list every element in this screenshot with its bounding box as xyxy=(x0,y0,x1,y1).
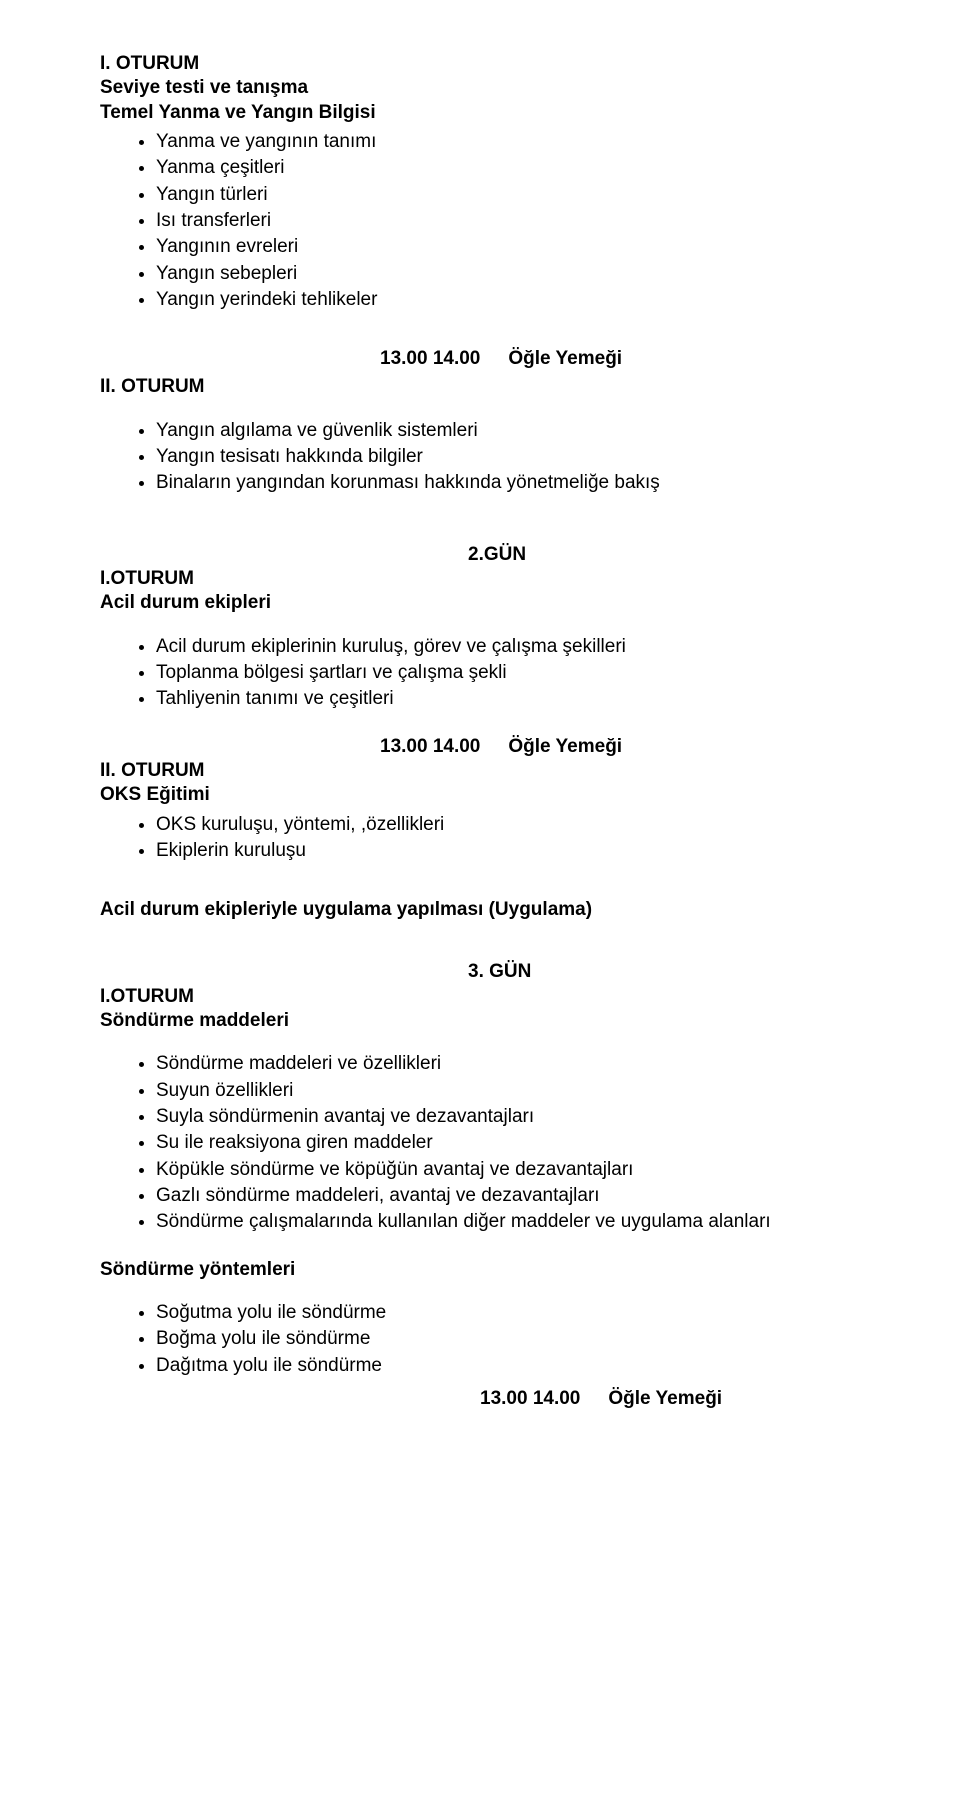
day3-label: 3. GÜN xyxy=(100,960,860,984)
list-item: Yangın türleri xyxy=(156,182,860,208)
list-item: Yangın tesisatı hakkında bilgiler xyxy=(156,444,860,470)
list-item: Tahliyenin tanımı ve çeşitleri xyxy=(156,686,860,712)
s1-list: Yanma ve yangının tanımı Yanma çeşitleri… xyxy=(100,129,860,313)
list-item: Ekiplerin kuruluşu xyxy=(156,838,860,864)
s4-sub: OKS Eğitimi xyxy=(100,783,860,807)
list-item: Toplanma bölgesi şartları ve çalışma şek… xyxy=(156,660,860,686)
list-item: Söndürme çalışmalarında kullanılan diğer… xyxy=(156,1209,860,1235)
uygulama-line: Acil durum ekipleriyle uygulama yapılmas… xyxy=(100,898,860,922)
list-item: Boğma yolu ile söndürme xyxy=(156,1326,860,1352)
s2-head: II. OTURUM xyxy=(100,375,860,399)
list-item: Acil durum ekiplerinin kuruluş, görev ve… xyxy=(156,634,860,660)
lunch-label: Öğle Yemeği xyxy=(508,735,622,759)
s3-head: I.OTURUM xyxy=(100,567,860,591)
list-item: Yanma ve yangının tanımı xyxy=(156,129,860,155)
lunch-line-2: 13.00 14.00 Öğle Yemeği xyxy=(100,735,860,759)
day2-label: 2.GÜN xyxy=(100,543,860,567)
lunch-time: 13.00 14.00 xyxy=(380,735,480,759)
s1-head: I. OTURUM xyxy=(100,52,860,76)
s2-list: Yangın algılama ve güvenlik sistemleri Y… xyxy=(100,418,860,497)
s1-sub1: Seviye testi ve tanışma xyxy=(100,76,860,100)
list-item: Binaların yangından korunması hakkında y… xyxy=(156,470,860,496)
s5-head: I.OTURUM xyxy=(100,985,860,1009)
list-item: Köpükle söndürme ve köpüğün avantaj ve d… xyxy=(156,1157,860,1183)
list-item: Dağıtma yolu ile söndürme xyxy=(156,1353,860,1379)
lunch-label: Öğle Yemeği xyxy=(608,1387,722,1411)
s4-list: OKS kuruluşu, yöntemi, ,özellikleri Ekip… xyxy=(100,812,860,865)
s5-sub: Söndürme maddeleri xyxy=(100,1009,860,1033)
lunch-line-1: 13.00 14.00 Öğle Yemeği xyxy=(100,347,860,371)
lunch-time: 13.00 14.00 xyxy=(480,1387,580,1411)
list-item: Gazlı söndürme maddeleri, avantaj ve dez… xyxy=(156,1183,860,1209)
list-item: Soğutma yolu ile söndürme xyxy=(156,1300,860,1326)
list-item: Suyun özellikleri xyxy=(156,1078,860,1104)
list-item: Isı transferleri xyxy=(156,208,860,234)
list-item: Su ile reaksiyona giren maddeler xyxy=(156,1130,860,1156)
list-item: OKS kuruluşu, yöntemi, ,özellikleri xyxy=(156,812,860,838)
list-item: Söndürme maddeleri ve özellikleri xyxy=(156,1051,860,1077)
list-item: Yangın sebepleri xyxy=(156,261,860,287)
list-item: Yanma çeşitleri xyxy=(156,155,860,181)
s3-list: Acil durum ekiplerinin kuruluş, görev ve… xyxy=(100,634,860,713)
list-item: Yangının evreleri xyxy=(156,234,860,260)
s6-list: Soğutma yolu ile söndürme Boğma yolu ile… xyxy=(100,1300,860,1379)
list-item: Suyla söndürmenin avantaj ve dezavantajl… xyxy=(156,1104,860,1130)
lunch-label: Öğle Yemeği xyxy=(508,347,622,371)
lunch-time: 13.00 14.00 xyxy=(380,347,480,371)
s3-sub: Acil durum ekipleri xyxy=(100,591,860,615)
s5-list: Söndürme maddeleri ve özellikleri Suyun … xyxy=(100,1051,860,1235)
lunch-line-3: 13.00 14.00 Öğle Yemeği xyxy=(100,1387,860,1411)
list-item: Yangın yerindeki tehlikeler xyxy=(156,287,860,313)
s4-head: II. OTURUM xyxy=(100,759,860,783)
list-item: Yangın algılama ve güvenlik sistemleri xyxy=(156,418,860,444)
document-page: I. OTURUM Seviye testi ve tanışma Temel … xyxy=(0,0,960,1804)
s6-head: Söndürme yöntemleri xyxy=(100,1258,860,1282)
s1-sub2: Temel Yanma ve Yangın Bilgisi xyxy=(100,101,860,125)
